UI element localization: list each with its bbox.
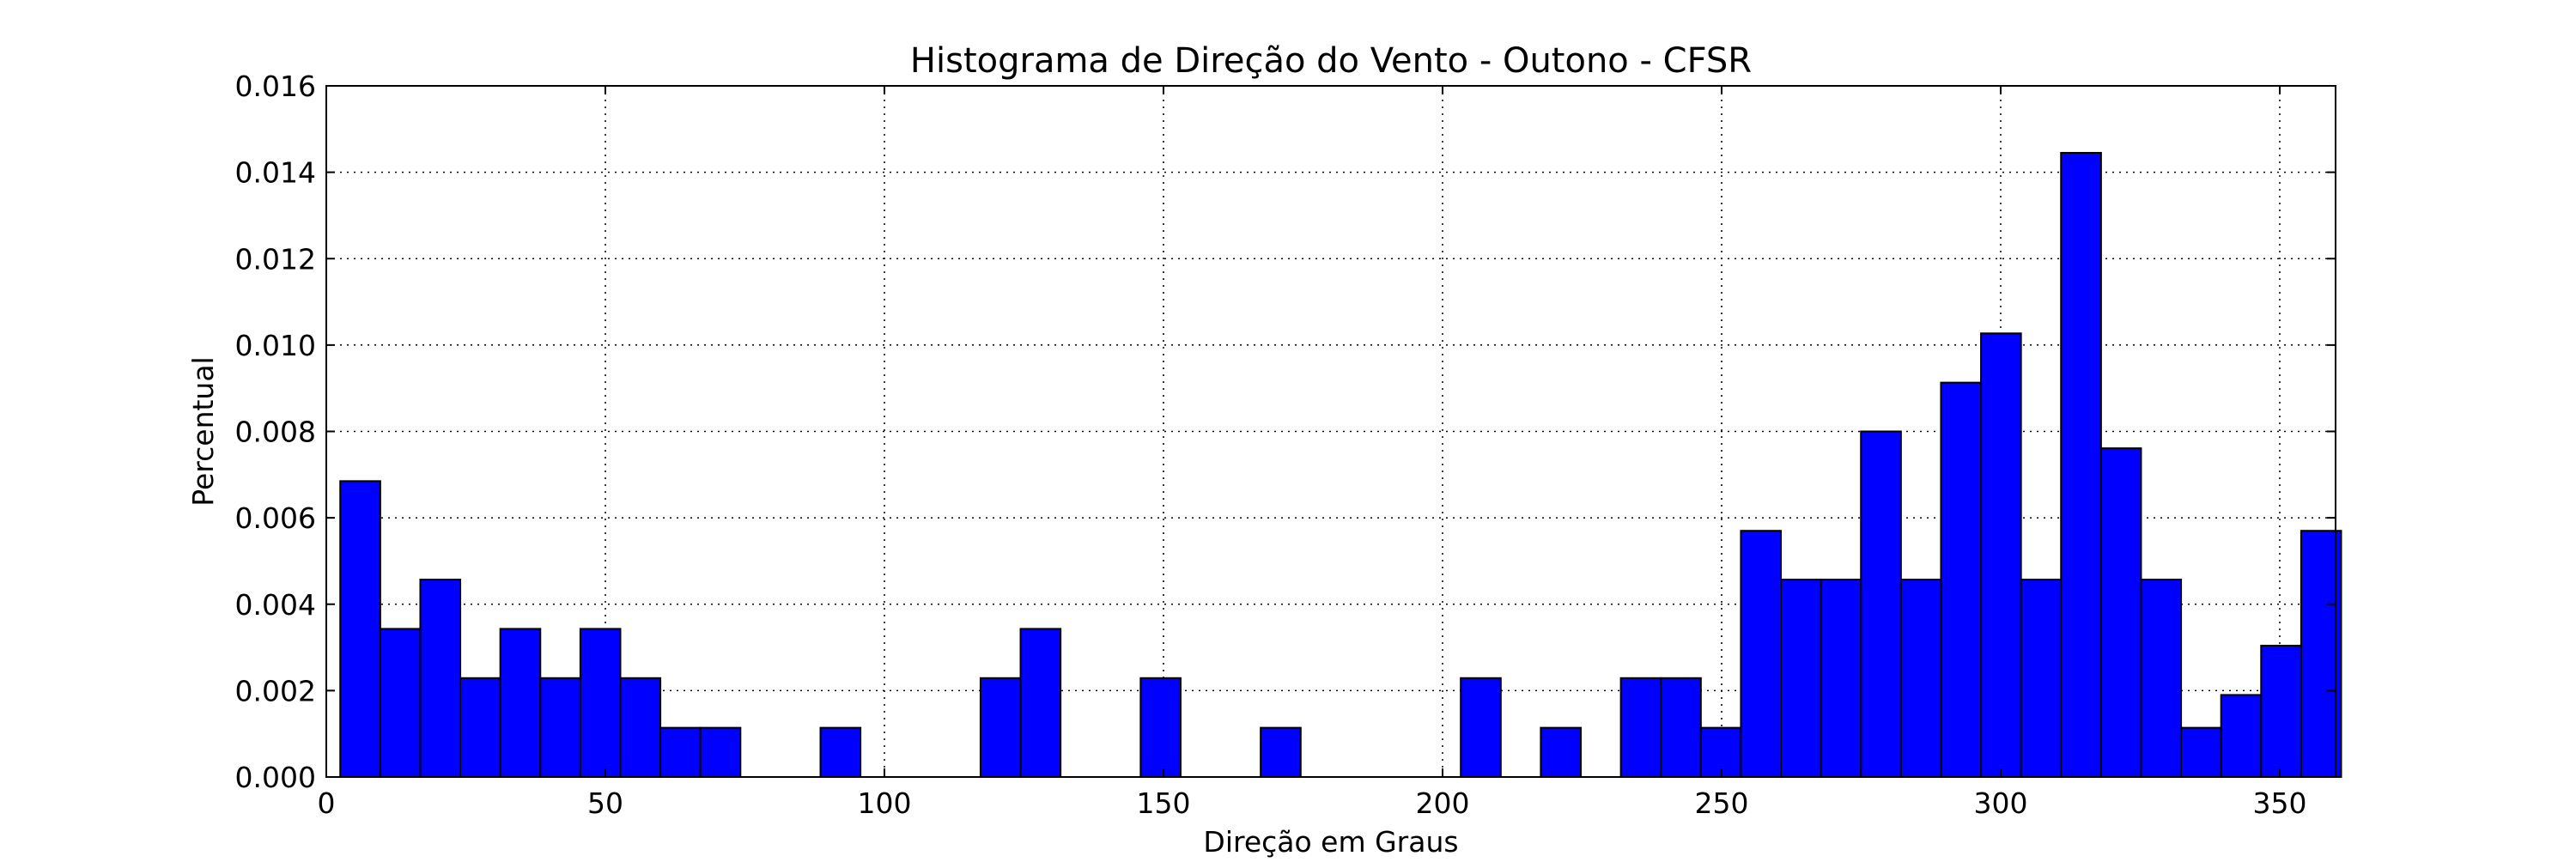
y-tick-label: 0.014 bbox=[235, 156, 316, 190]
histogram-bar bbox=[2060, 151, 2102, 778]
grid-lines bbox=[326, 86, 2336, 777]
x-tick-label: 50 bbox=[587, 786, 623, 820]
histogram-bar bbox=[1460, 677, 1502, 778]
histogram-bar bbox=[2140, 579, 2183, 779]
x-tick-label: 100 bbox=[858, 786, 912, 820]
histogram-bar bbox=[1980, 332, 2022, 778]
histogram-bar bbox=[1619, 677, 1662, 778]
histogram-bar bbox=[659, 726, 702, 778]
histogram-bar bbox=[459, 677, 501, 778]
histogram-bar bbox=[1899, 579, 1942, 779]
histogram-bar bbox=[1820, 579, 1862, 779]
histogram-bar bbox=[379, 628, 422, 778]
histogram-bar bbox=[2020, 579, 2063, 779]
histogram-bar bbox=[419, 579, 462, 779]
x-axis-label: Direção em Graus bbox=[1203, 825, 1458, 859]
histogram-bar bbox=[1139, 677, 1182, 778]
y-tick-label: 0.008 bbox=[235, 416, 316, 449]
axis-ticks: 0 50 100 150 200 250 300 350 0.000 0.002 0.004 0.00… bbox=[235, 70, 2336, 820]
y-tick-label: 0.010 bbox=[235, 329, 316, 362]
y-tick-label: 0.016 bbox=[235, 70, 316, 103]
histogram-bar bbox=[499, 628, 542, 778]
histogram-bar bbox=[819, 726, 862, 778]
histogram-bar bbox=[1540, 726, 1583, 778]
x-tick-label: 350 bbox=[2253, 786, 2307, 820]
histogram-bar bbox=[1940, 381, 1983, 778]
histogram-bar bbox=[339, 480, 381, 778]
histogram-bar bbox=[699, 726, 742, 778]
y-tick-label: 0.012 bbox=[235, 242, 316, 276]
x-tick-label: 150 bbox=[1137, 786, 1191, 820]
histogram-bars bbox=[339, 151, 2342, 779]
histogram-bar bbox=[579, 628, 622, 778]
y-axis-label: Percentual bbox=[186, 356, 220, 506]
histogram-bar bbox=[2180, 726, 2222, 778]
histogram-bar bbox=[1260, 726, 1302, 778]
y-tick-label: 0.000 bbox=[235, 761, 316, 794]
x-tick-label: 0 bbox=[318, 786, 336, 820]
histogram-bar bbox=[2220, 694, 2263, 778]
histogram-bar bbox=[1660, 677, 1702, 778]
y-tick-label: 0.006 bbox=[235, 501, 316, 535]
x-tick-label: 300 bbox=[1974, 786, 2028, 820]
chart-title: Histograma de Direção do Vento - Outono … bbox=[910, 41, 1752, 81]
histogram-bar bbox=[1019, 628, 1062, 778]
histogram-bar bbox=[2099, 447, 2142, 778]
histogram-bar bbox=[539, 677, 581, 778]
histogram-bar bbox=[2300, 530, 2342, 778]
histogram-bar bbox=[979, 677, 1022, 778]
histogram-bar bbox=[2260, 645, 2302, 778]
x-tick-label: 250 bbox=[1695, 786, 1749, 820]
histogram-bar bbox=[1740, 530, 1783, 778]
y-tick-label: 0.002 bbox=[235, 674, 316, 707]
x-tick-label: 200 bbox=[1416, 786, 1470, 820]
histogram-bar bbox=[619, 677, 662, 778]
histogram-bar bbox=[1780, 579, 1822, 779]
y-tick-label: 0.004 bbox=[235, 588, 316, 622]
histogram-bar bbox=[1860, 430, 1902, 778]
